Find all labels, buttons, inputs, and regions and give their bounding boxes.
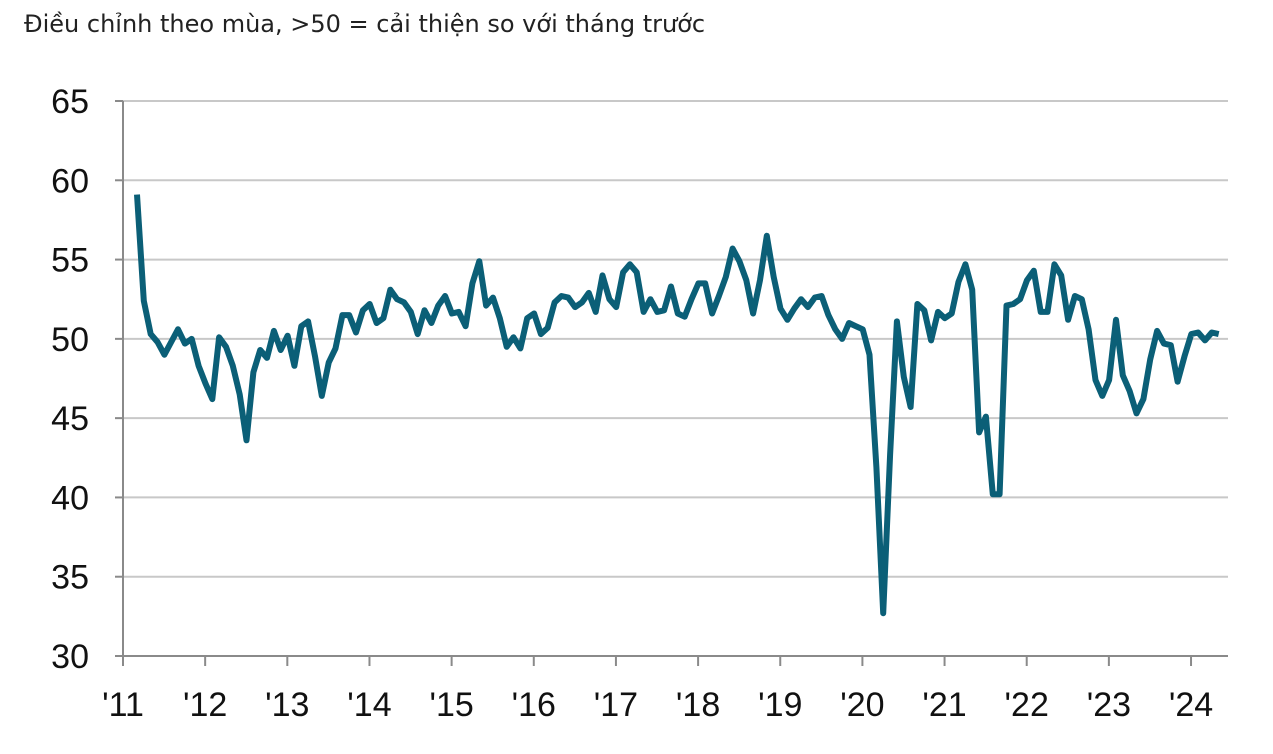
y-tick-labels: 30 35 40 45 50 55 60 65 [51, 83, 89, 676]
x-tick-labels: '11 '12 '13 '14 '15 '16 '17 '18 '19 '20 '21 '22 '23 '… [102, 686, 1213, 724]
x-tick-label: '11 [102, 686, 144, 724]
x-tick-label: '19 [758, 686, 802, 724]
x-tick-label: '22 [1005, 686, 1049, 724]
x-tick-label: '14 [347, 686, 391, 724]
axes [122, 101, 1228, 657]
x-tick-label: '15 [429, 686, 473, 724]
y-tick-label: 45 [51, 400, 89, 438]
chart-subtitle: Điều chỉnh theo mùa, >50 = cải thiện so … [24, 10, 706, 38]
y-tick-label: 55 [51, 242, 89, 280]
x-tick-label: '17 [594, 686, 638, 724]
x-tick-label: '24 [1169, 686, 1213, 724]
x-tick-label: '21 [922, 686, 966, 724]
y-tick-label: 35 [51, 559, 89, 597]
y-tick-label: 65 [51, 83, 89, 121]
gridlines [115, 100, 1228, 666]
series-group [134, 194, 1220, 617]
series-line-pmi [134, 194, 1220, 617]
y-tick-label: 40 [51, 479, 89, 517]
y-tick-label: 50 [51, 321, 89, 359]
x-tick-label: '18 [676, 686, 720, 724]
x-tick-label: '23 [1087, 686, 1131, 724]
y-tick-label: 60 [51, 162, 89, 200]
x-tick-label: '13 [265, 686, 309, 724]
x-tick-label: '20 [840, 686, 884, 724]
x-tick-label: '16 [512, 686, 556, 724]
y-tick-label: 30 [51, 638, 89, 676]
x-tick-label: '12 [183, 686, 227, 724]
